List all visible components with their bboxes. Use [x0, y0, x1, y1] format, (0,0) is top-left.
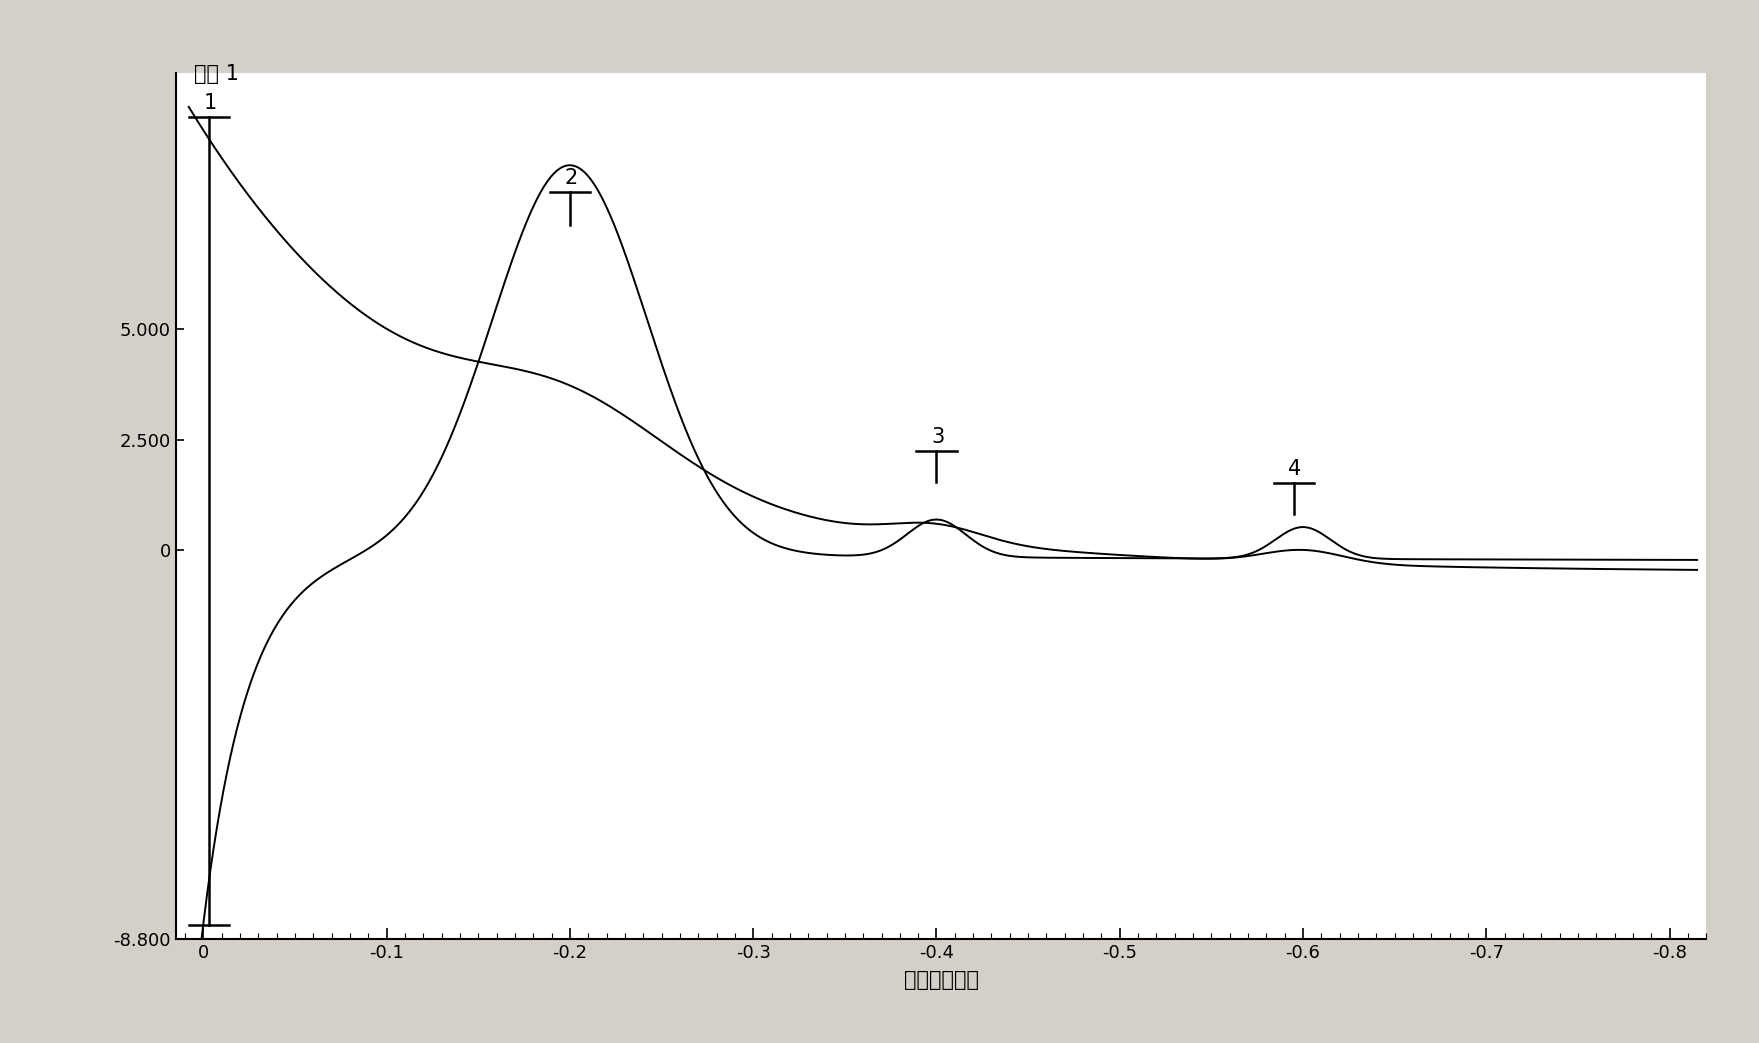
Text: 峰高 1: 峰高 1 — [193, 64, 239, 84]
Text: 3: 3 — [931, 428, 945, 447]
Text: 2: 2 — [565, 168, 577, 188]
Text: 1: 1 — [204, 93, 216, 113]
X-axis label: 峰电位（伏）: 峰电位（伏） — [904, 970, 978, 990]
Text: 4: 4 — [1288, 459, 1302, 480]
